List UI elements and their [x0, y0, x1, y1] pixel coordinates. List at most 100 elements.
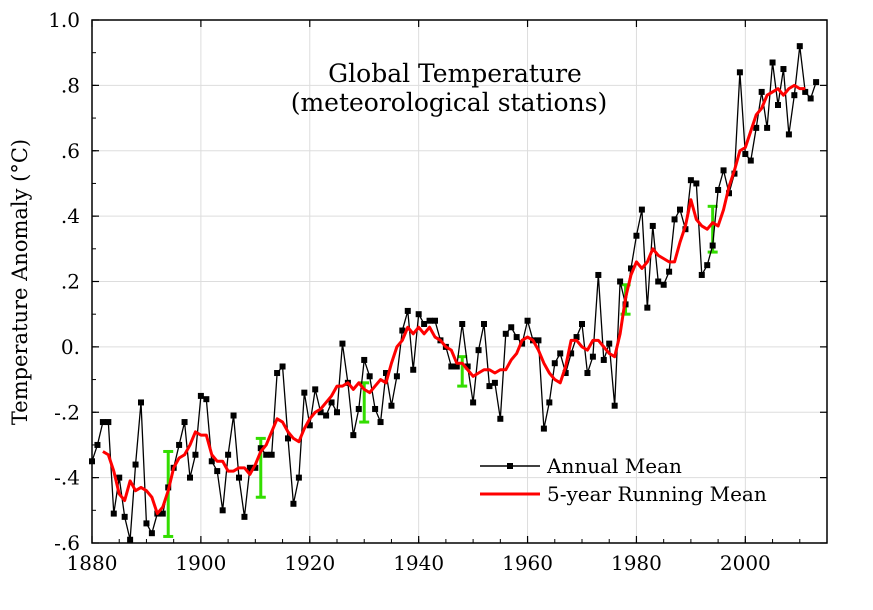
annual-mean-point: [230, 412, 237, 419]
annual-mean-point: [677, 206, 683, 213]
annual-mean-point: [426, 317, 433, 324]
annual-mean-point: [176, 441, 183, 448]
annual-mean-point: [252, 464, 259, 471]
annual-mean-point: [611, 402, 618, 409]
annual-mean-point: [203, 396, 210, 403]
annual-mean-point: [214, 468, 221, 475]
annual-mean-point: [138, 399, 144, 406]
annual-mean-point: [208, 458, 215, 465]
annual-mean-point: [225, 451, 232, 458]
annual-mean-point: [704, 262, 711, 269]
annual-mean-point: [491, 379, 498, 386]
annual-mean-point: [301, 389, 308, 396]
annual-mean-point: [94, 441, 101, 448]
annual-mean-point: [655, 278, 662, 285]
y-tick-label: 1.0: [48, 8, 80, 32]
annual-mean-point: [579, 320, 585, 327]
annual-mean-point: [769, 59, 776, 66]
annual-mean-point: [279, 363, 286, 370]
annual-mean-point: [459, 320, 466, 327]
y-tick-label: .2: [61, 270, 80, 294]
y-axis: -.6 -.4 -.2 0. .2 .4 .6 .8 1.0: [48, 8, 827, 555]
annual-mean-point: [709, 242, 716, 249]
annual-mean-point: [502, 330, 509, 337]
annual-mean-point: [372, 405, 379, 412]
annual-mean-point: [274, 370, 281, 377]
annual-mean-point: [671, 216, 678, 223]
annual-mean-point: [497, 415, 504, 422]
annual-mean-point: [110, 510, 117, 517]
annual-mean-point: [355, 405, 362, 412]
annual-mean-point: [105, 419, 112, 426]
annual-mean-point: [693, 180, 700, 187]
annual-mean-point: [388, 402, 395, 409]
annual-mean-point: [159, 510, 166, 517]
series-annual-mean: [89, 43, 820, 543]
annual-mean-point: [764, 124, 771, 131]
annual-mean-point: [617, 278, 624, 285]
annual-mean-point: [383, 370, 389, 377]
annual-mean-point: [143, 520, 150, 527]
x-tick-label: 1900: [175, 551, 226, 575]
annual-mean-point: [448, 363, 455, 370]
x-tick-label: 2000: [720, 551, 771, 575]
annual-mean-point: [246, 464, 253, 471]
annual-mean-point: [393, 373, 400, 380]
annual-mean-point: [644, 304, 651, 311]
annual-mean-point: [285, 435, 291, 442]
annual-mean-point: [257, 445, 264, 452]
annual-mean-point: [192, 451, 199, 458]
annual-mean-point: [295, 474, 302, 481]
legend-running-label: 5-year Running Mean: [547, 482, 767, 506]
annual-mean-point: [328, 399, 335, 406]
annual-mean-point: [600, 356, 607, 363]
annual-mean-point: [366, 373, 373, 380]
annual-mean-point: [132, 461, 139, 468]
annual-mean-point: [290, 500, 297, 507]
annual-mean-point: [568, 350, 575, 357]
annual-mean-point: [219, 507, 226, 514]
x-tick-label: 1880: [67, 551, 118, 575]
annual-mean-point: [89, 458, 95, 465]
y-tick-label: 0.: [61, 335, 80, 359]
annual-mean-point: [116, 474, 123, 481]
annual-mean-point: [323, 412, 330, 419]
annual-mean-point: [791, 92, 798, 99]
annual-mean-point: [421, 320, 428, 327]
annual-mean-point: [470, 399, 477, 406]
annual-mean-point: [317, 409, 324, 416]
legend-annual-marker: [507, 463, 513, 469]
annual-mean-point: [486, 383, 493, 390]
annual-mean-point: [726, 190, 732, 197]
annual-mean-point: [758, 88, 765, 95]
annual-mean-point: [753, 124, 760, 131]
annual-mean-point: [649, 222, 656, 229]
annual-mean-point: [802, 88, 809, 95]
annual-mean-point: [350, 432, 357, 439]
annual-mean-point: [415, 311, 422, 318]
legend-annual-label: Annual Mean: [546, 454, 682, 478]
annual-mean-point: [562, 370, 569, 377]
annual-mean-point: [666, 268, 673, 275]
annual-mean-point: [241, 513, 248, 520]
annual-mean-point: [551, 360, 558, 367]
annual-mean-point: [339, 340, 346, 347]
annual-mean-point: [742, 151, 749, 158]
annual-mean-point: [453, 363, 460, 370]
y-tick-label: -.2: [54, 400, 80, 424]
annual-mean-point: [181, 419, 188, 426]
annual-mean-point: [121, 513, 128, 520]
annual-mean-point: [813, 79, 820, 86]
annual-mean-point: [535, 337, 542, 344]
annual-mean-point: [785, 131, 792, 138]
annual-mean-point: [481, 320, 487, 327]
annual-mean-point: [306, 422, 313, 429]
annual-mean-point: [508, 324, 515, 331]
running-mean-line: [102, 83, 806, 516]
x-axis: 1880 1900 1920 1940 1960 1980 2000: [67, 20, 828, 575]
annual-mean-point: [524, 317, 531, 324]
annual-mean-point: [796, 43, 803, 50]
annual-mean-point: [595, 271, 602, 278]
annual-mean-point: [361, 356, 368, 363]
